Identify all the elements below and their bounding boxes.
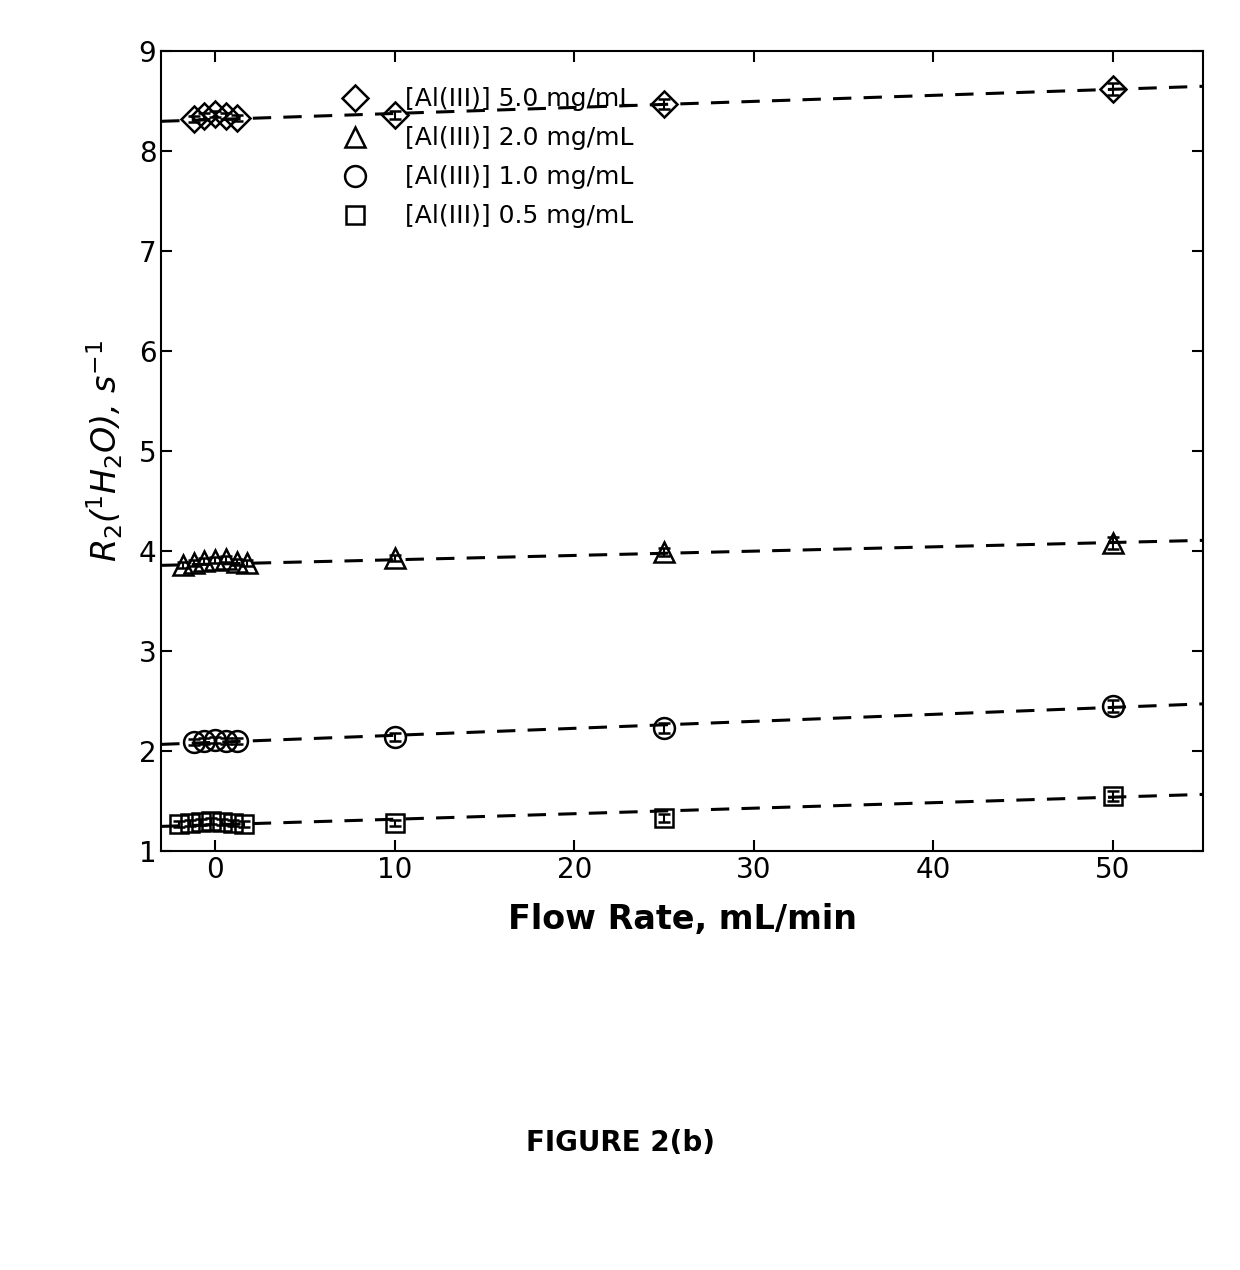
Legend: [Al(III)] 5.0 mg/mL, [Al(III)] 2.0 mg/mL, [Al(III)] 1.0 mg/mL, [Al(III)] 0.5 mg/: [Al(III)] 5.0 mg/mL, [Al(III)] 2.0 mg/mL… (330, 88, 634, 229)
X-axis label: Flow Rate, mL/min: Flow Rate, mL/min (507, 903, 857, 936)
Text: FIGURE 2(b): FIGURE 2(b) (526, 1129, 714, 1157)
Y-axis label: $R_2$($^1$H$_2$O), s$^{-1}$: $R_2$($^1$H$_2$O), s$^{-1}$ (84, 340, 125, 561)
